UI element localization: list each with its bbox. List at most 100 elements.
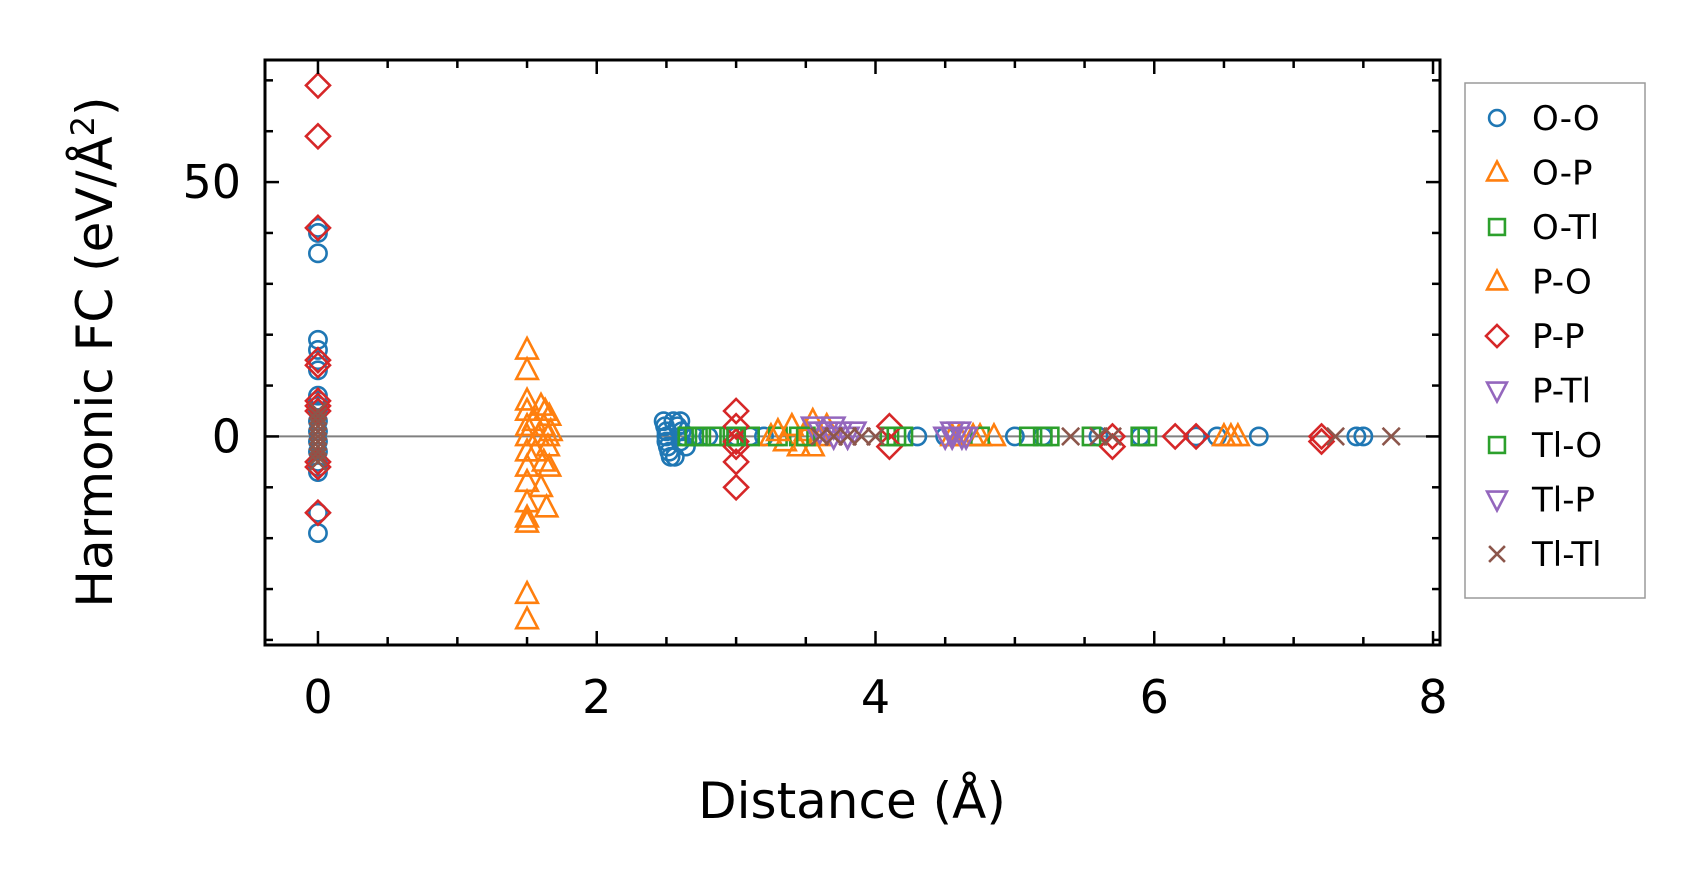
data-point <box>1004 426 1025 447</box>
legend-item: P-P <box>1484 317 1585 357</box>
data-point <box>308 340 328 360</box>
legend-box <box>1464 82 1646 599</box>
data-point <box>514 579 540 605</box>
data-point <box>308 502 328 523</box>
data-point <box>514 355 540 381</box>
legend-item: P-Tl <box>1484 372 1591 412</box>
data-point <box>981 421 1007 447</box>
data-point <box>778 411 805 437</box>
series-Tl-Tl <box>308 401 1401 472</box>
data-point <box>514 411 540 437</box>
data-point <box>1088 426 1109 446</box>
data-point <box>684 426 705 447</box>
legend: O-O O-P O-Tl P-O P-P P-Tl Tl-O Tl-P Tl-Tl <box>1464 82 1646 599</box>
data-point <box>852 426 872 446</box>
data-point <box>308 447 328 467</box>
data-point <box>886 426 907 447</box>
legend-label: O-P <box>1532 154 1592 194</box>
data-point <box>1381 426 1401 446</box>
data-point <box>948 426 975 452</box>
axis-ticks <box>265 60 1440 645</box>
data-point <box>722 412 750 441</box>
data-point <box>537 416 564 442</box>
x-tick-label: 2 <box>582 670 611 724</box>
legend-marker <box>1484 323 1510 349</box>
data-point <box>304 498 332 527</box>
data-point <box>514 508 540 533</box>
legend-item: O-O <box>1487 99 1600 139</box>
data-point <box>1032 426 1053 447</box>
legend-marker <box>1484 158 1510 182</box>
data-point <box>304 214 332 242</box>
data-point <box>795 426 816 447</box>
data-point <box>834 426 861 452</box>
legend-marker <box>1484 490 1510 514</box>
data-point <box>308 452 328 472</box>
x-axis-title: Distance (Å) <box>698 772 1006 830</box>
data-point <box>532 396 559 421</box>
data-point <box>726 426 747 447</box>
data-point <box>939 421 966 447</box>
data-point <box>806 421 833 447</box>
data-point <box>722 397 750 425</box>
data-point <box>1061 426 1081 446</box>
data-point <box>1353 426 1374 447</box>
data-point <box>304 71 332 100</box>
data-point <box>1307 422 1336 451</box>
data-point <box>705 426 726 447</box>
data-point <box>1182 422 1210 451</box>
data-point <box>536 452 563 477</box>
x-tick-label: 6 <box>1140 670 1169 724</box>
legend-label: Tl-O <box>1531 426 1602 466</box>
plot-marks <box>265 71 1440 630</box>
data-point <box>824 426 844 446</box>
legend-marker <box>1484 267 1510 291</box>
legend-item: Tl-P <box>1484 481 1595 521</box>
data-point <box>308 217 328 238</box>
data-point <box>528 391 554 416</box>
data-point <box>1224 421 1251 447</box>
legend-item: Tl-Tl <box>1488 535 1602 575</box>
legend-item: Tl-O <box>1487 426 1602 466</box>
x-tick-label: 4 <box>861 670 890 724</box>
legend-item: O-P <box>1484 154 1592 194</box>
data-point <box>533 492 560 518</box>
data-point <box>1248 426 1269 447</box>
data-point <box>907 426 928 447</box>
data-point <box>1018 426 1039 447</box>
y-axis-title-close: ) <box>66 96 124 116</box>
data-point <box>1098 422 1127 451</box>
data-point <box>810 426 830 446</box>
data-point <box>875 412 904 441</box>
data-point <box>304 346 332 374</box>
data-point <box>304 351 332 380</box>
legend-label: P-P <box>1532 317 1585 357</box>
legend-marker <box>1487 435 1507 455</box>
data-point <box>1211 421 1237 447</box>
data-point <box>304 122 332 151</box>
legend-label: P-O <box>1532 263 1592 303</box>
data-point <box>308 243 328 264</box>
data-point <box>514 452 540 477</box>
legend-label: Tl-P <box>1531 481 1595 521</box>
legend-item: O-Tl <box>1487 208 1599 248</box>
data-point <box>514 604 540 630</box>
plot-frame <box>263 58 1442 647</box>
x-tick-label: 8 <box>1418 670 1447 724</box>
data-point <box>1161 422 1190 451</box>
legend-label: O-O <box>1532 99 1600 139</box>
legend-marker <box>1488 545 1506 563</box>
y-axis-title: Harmonic FC (eV/Å2) <box>64 96 124 607</box>
legend-item: P-O <box>1484 263 1592 303</box>
legend-label: Tl-Tl <box>1531 535 1602 575</box>
legend-label: O-Tl <box>1532 208 1599 248</box>
legend-marker <box>1487 108 1507 128</box>
x-tick-label: 0 <box>303 670 332 724</box>
data-point <box>1346 426 1367 447</box>
data-point <box>722 473 750 502</box>
data-point <box>656 421 677 442</box>
data-point <box>1325 426 1346 446</box>
legend-marker <box>1487 217 1507 237</box>
tick-labels: 0 2 4 6 8 0 50 <box>182 155 1447 724</box>
